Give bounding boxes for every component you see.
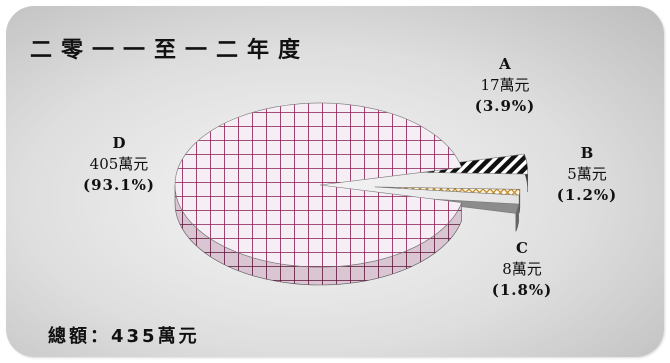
slice-percent-c: (1.8%) xyxy=(491,281,553,299)
slice-label-a: A 17萬元 (3.9%) xyxy=(470,54,540,117)
slice-label-b: B 5萬元 (1.2%) xyxy=(548,143,626,206)
pie-slice-b xyxy=(374,186,521,214)
slice-percent-a: (3.9%) xyxy=(474,97,536,115)
slice-name-c: C xyxy=(516,239,528,257)
slice-name-a: A xyxy=(499,55,511,73)
slice-label-c: C 8萬元 (1.8%) xyxy=(482,238,562,301)
total-label: 總額： xyxy=(48,326,111,347)
pie-slice-d xyxy=(174,102,463,286)
total-amount: 總額：435萬元 xyxy=(48,322,200,348)
chart-title: 二零一一至一二年度 xyxy=(30,38,310,63)
slice-label-d: D 405萬元 (93.1%) xyxy=(74,133,164,196)
slice-name-b: B xyxy=(580,144,594,162)
slice-percent-d: (93.1%) xyxy=(83,176,155,194)
slice-value-c: 8萬元 xyxy=(502,260,542,278)
slice-name-d: D xyxy=(112,134,126,152)
slice-value-b: 5萬元 xyxy=(567,165,607,183)
slice-percent-b: (1.2%) xyxy=(556,186,618,204)
total-value: 435萬元 xyxy=(111,326,200,347)
slice-value-d: 405萬元 xyxy=(89,155,149,173)
slice-value-a: 17萬元 xyxy=(480,76,530,94)
